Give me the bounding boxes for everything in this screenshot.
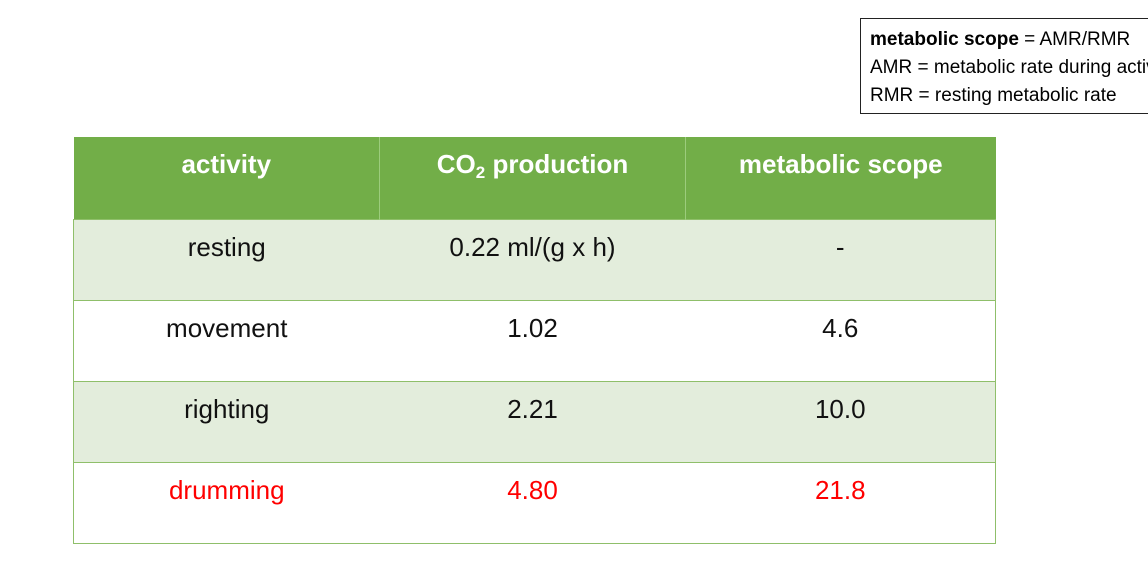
- table-row-righting: righting 2.21 10.0: [73, 380, 996, 462]
- legend-term-scope: metabolic scope: [870, 29, 1019, 50]
- header-co2-main: CO: [436, 149, 476, 179]
- table-row-drumming: drumming 4.80 21.8: [73, 461, 996, 544]
- cell-activity: resting: [73, 218, 380, 300]
- legend-line-amr: AMR = metabolic rate during activity: [870, 57, 1148, 78]
- cell-scope: 21.8: [685, 461, 996, 544]
- legend-definition-scope: = AMR/RMR: [1018, 29, 1131, 50]
- header-metabolic-scope: metabolic scope: [685, 137, 996, 219]
- legend-line-rmr: RMR = resting metabolic rate: [870, 85, 1117, 106]
- cell-scope: 4.6: [685, 299, 996, 381]
- table-row-movement: movement 1.02 4.6: [73, 299, 996, 381]
- header-co2-rest: production: [485, 149, 629, 179]
- header-activity: activity: [73, 137, 380, 219]
- cell-activity: righting: [73, 380, 380, 462]
- table-header-row: activity CO2 production metabolic scope: [73, 137, 996, 219]
- legend-box: metabolic scope = AMR/RMR AMR = metaboli…: [860, 18, 1148, 114]
- cell-co2: 0.22 ml/(g x h): [379, 218, 686, 300]
- cell-co2: 2.21: [379, 380, 686, 462]
- cell-activity: movement: [73, 299, 380, 381]
- cell-scope: -: [685, 218, 996, 300]
- cell-activity: drumming: [73, 461, 380, 544]
- legend-line-scope: metabolic scope = AMR/RMR: [870, 26, 1148, 54]
- header-co2-production: CO2 production: [379, 137, 686, 219]
- cell-co2: 1.02: [379, 299, 686, 381]
- cell-scope: 10.0: [685, 380, 996, 462]
- metabolic-data-table: activity CO2 production metabolic scope …: [73, 137, 996, 544]
- table-row-resting: resting 0.22 ml/(g x h) -: [73, 218, 996, 300]
- header-co2-subscript: 2: [475, 163, 486, 182]
- cell-co2: 4.80: [379, 461, 686, 544]
